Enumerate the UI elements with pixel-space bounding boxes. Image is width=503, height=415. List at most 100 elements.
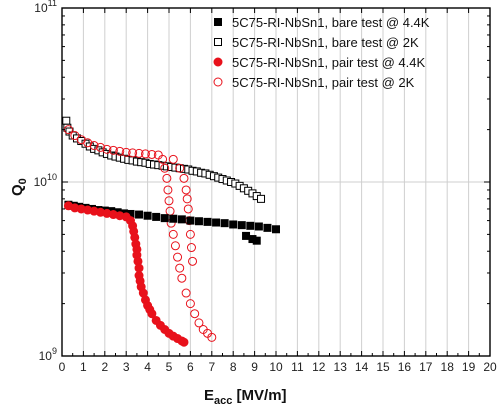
data-point bbox=[220, 219, 229, 228]
data-point bbox=[158, 154, 168, 164]
x-tick-label: 2 bbox=[101, 360, 108, 374]
data-point bbox=[181, 288, 191, 298]
data-point bbox=[135, 210, 144, 219]
data-point bbox=[190, 309, 200, 319]
plot-frame bbox=[61, 7, 491, 357]
data-point bbox=[246, 221, 255, 230]
data-point bbox=[70, 131, 80, 141]
data-point bbox=[143, 211, 152, 220]
legend-marker bbox=[214, 18, 222, 26]
data-point bbox=[263, 223, 272, 232]
grid bbox=[62, 8, 490, 356]
data-point bbox=[134, 263, 144, 273]
data-point bbox=[128, 148, 138, 158]
x-tick-label: 16 bbox=[398, 360, 412, 374]
legend: 5C75-RI-NbSn1, bare test @ 4.4K 5C75-RI-N… bbox=[213, 15, 430, 90]
data-point bbox=[164, 196, 174, 206]
data-point bbox=[165, 206, 175, 216]
data-point bbox=[237, 221, 246, 230]
data-point bbox=[252, 236, 261, 245]
legend-marker bbox=[214, 38, 222, 46]
data-point bbox=[168, 229, 178, 239]
x-tick-label: 6 bbox=[187, 360, 194, 374]
data-point bbox=[170, 241, 180, 251]
legend-label: 5C75-RI-NbSn1, bare test @ 2K bbox=[232, 35, 419, 50]
x-axis-title-sub: acc bbox=[214, 395, 232, 407]
data-point bbox=[96, 142, 106, 152]
data-point bbox=[115, 146, 125, 156]
series-layer bbox=[62, 116, 280, 347]
y-tick-label: 1010 bbox=[34, 172, 57, 189]
data-point bbox=[203, 217, 212, 226]
data-point bbox=[147, 309, 157, 319]
data-point bbox=[173, 252, 183, 262]
legend-label: 5C75-RI-NbSn1, pair test @ 2K bbox=[232, 75, 415, 90]
data-point bbox=[102, 144, 112, 154]
x-tick-label: 14 bbox=[355, 360, 369, 374]
legend-marker bbox=[213, 77, 223, 87]
data-point bbox=[147, 149, 157, 159]
data-point bbox=[179, 337, 189, 347]
legend-marker bbox=[213, 57, 223, 67]
x-tick-label: 15 bbox=[376, 360, 390, 374]
data-point bbox=[185, 229, 195, 239]
data-point bbox=[121, 147, 131, 157]
data-point bbox=[89, 141, 99, 151]
data-point bbox=[179, 173, 189, 183]
legend-label: 5C75-RI-NbSn1, pair test @ 4.4K bbox=[232, 55, 425, 70]
x-tick-label: 3 bbox=[123, 360, 130, 374]
data-point bbox=[160, 163, 170, 173]
x-tick-label: 20 bbox=[483, 360, 497, 374]
x-tick-label: 5 bbox=[166, 360, 173, 374]
data-point bbox=[175, 163, 185, 173]
data-point bbox=[162, 173, 172, 183]
tick-labels: 0 1 2 3 4 5 6 7 8 9 10 11 12 13 14 15 16 17 18 19 2010910101… bbox=[34, 0, 497, 374]
data-point bbox=[140, 149, 150, 159]
data-point bbox=[175, 263, 185, 273]
data-point bbox=[194, 318, 204, 328]
data-point bbox=[62, 116, 71, 125]
x-tick-label: 19 bbox=[462, 360, 476, 374]
legend-label: 5C75-RI-NbSn1, bare test @ 4.4K bbox=[232, 15, 430, 30]
data-point bbox=[83, 138, 93, 148]
data-point bbox=[181, 185, 191, 195]
x-tick-label: 17 bbox=[419, 360, 433, 374]
data-point bbox=[183, 204, 193, 214]
data-point bbox=[272, 225, 280, 234]
x-tick-label: 9 bbox=[251, 360, 258, 374]
series-2 bbox=[63, 201, 189, 347]
x-tick-label: 7 bbox=[208, 360, 215, 374]
data-point bbox=[152, 212, 161, 221]
x-tick-label: 18 bbox=[441, 360, 455, 374]
x-tick-label: 4 bbox=[144, 360, 151, 374]
x-tick-label: 11 bbox=[291, 360, 304, 374]
y-tick-label: 1011 bbox=[34, 0, 57, 15]
data-point bbox=[186, 216, 195, 225]
data-point bbox=[169, 214, 178, 223]
y-tick-label: 109 bbox=[39, 346, 57, 363]
data-point bbox=[207, 332, 217, 342]
data-point bbox=[168, 154, 178, 164]
x-tick-label: 8 bbox=[230, 360, 237, 374]
data-point bbox=[160, 214, 169, 223]
data-point bbox=[182, 194, 192, 204]
data-point bbox=[185, 299, 195, 309]
data-point bbox=[177, 273, 187, 283]
data-point bbox=[254, 222, 263, 231]
series-1 bbox=[62, 116, 266, 203]
x-tick-label: 12 bbox=[312, 360, 326, 374]
data-point bbox=[212, 218, 221, 227]
data-point bbox=[186, 243, 196, 253]
data-point bbox=[163, 185, 173, 195]
data-point bbox=[134, 148, 144, 158]
x-tick-label: 13 bbox=[334, 360, 348, 374]
data-point bbox=[194, 217, 203, 226]
x-tick-label: 1 bbox=[80, 360, 87, 374]
x-tick-label: 10 bbox=[269, 360, 283, 374]
x-axis-title: Eacc [MV/m] bbox=[204, 387, 287, 407]
data-point bbox=[229, 220, 238, 229]
x-tick-label: 0 bbox=[59, 360, 66, 374]
y-axis-title: Q0 bbox=[9, 178, 29, 196]
data-point bbox=[108, 145, 118, 155]
